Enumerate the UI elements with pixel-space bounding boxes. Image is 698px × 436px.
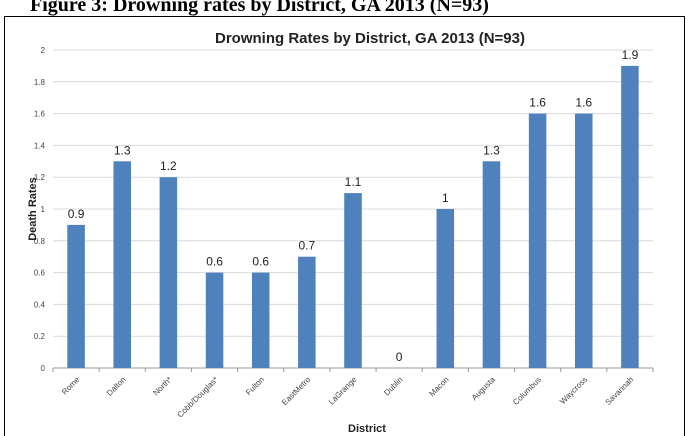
chart-title: Drowning Rates by District, GA 2013 (N=9… <box>215 30 525 47</box>
data-label: 1.3 <box>483 143 500 157</box>
bar <box>205 272 224 368</box>
y-tick-label: 0 <box>41 364 46 373</box>
data-label: 0.6 <box>252 255 269 269</box>
y-tick-label: 1.2 <box>34 173 46 182</box>
x-tick-labels: Rome Dalton North* Cobb/Douglas* Fulton EastM… <box>52 368 654 419</box>
bar <box>621 65 639 369</box>
data-labels: 0.9 1.3 1.2 0.6 0.6 0.7 1.1 0 1 1.3 1.6 1.6 1.9 <box>68 48 639 364</box>
x-tick-label: Columbus <box>511 375 543 407</box>
data-label: 1.6 <box>529 96 546 110</box>
data-label: 0 <box>396 350 403 364</box>
data-label: 0.6 <box>206 255 223 269</box>
y-tick-label: 0.4 <box>34 300 46 309</box>
y-tick-label: 1.8 <box>34 78 46 87</box>
bar <box>298 256 316 368</box>
bar <box>482 161 501 368</box>
data-label: 1.9 <box>622 48 639 62</box>
bar <box>67 224 85 368</box>
y-tick-label: 0.6 <box>34 269 46 278</box>
x-tick-label: Augusta <box>470 375 498 403</box>
y-tick-label: 1.4 <box>34 141 46 150</box>
data-label: 1.6 <box>575 96 592 110</box>
data-label: 1.1 <box>345 175 362 189</box>
y-tick-label: 1.6 <box>34 110 46 119</box>
y-tick-label: 0.2 <box>34 332 46 341</box>
data-label: 1 <box>442 191 449 205</box>
data-label: 0.7 <box>299 239 316 253</box>
x-tick-label: LaGrange <box>327 375 359 407</box>
x-tick-label: North* <box>151 375 173 397</box>
data-label: 1.3 <box>114 143 131 157</box>
x-tick-label: Dalton <box>105 375 128 398</box>
y-tick-labels: 0 0.2 0.4 0.6 0.8 1 1.2 1.4 1.6 1.8 2 <box>34 46 46 373</box>
figure-caption: Figure 3: Drowning rates by District, GA… <box>30 0 489 16</box>
x-tick-label: Macon <box>427 375 450 398</box>
y-tick-label: 0.8 <box>34 237 46 246</box>
bar <box>436 209 455 368</box>
y-tick-label: 2 <box>41 46 46 55</box>
bar <box>528 113 547 368</box>
x-tick-label: EastMetro <box>280 375 313 408</box>
bar <box>113 161 131 368</box>
x-tick-label: Fulton <box>244 375 266 397</box>
x-tick-label: Rome <box>60 375 82 397</box>
data-label: 1.2 <box>160 159 177 173</box>
x-tick-label: Savannah <box>603 375 635 407</box>
x-axis-title: District <box>348 423 386 433</box>
bar <box>251 272 270 368</box>
x-tick-label: Waycross <box>558 375 589 406</box>
bar <box>575 113 593 368</box>
y-tick-label: 1 <box>41 205 46 214</box>
y-axis-title: Death Rates <box>27 177 39 241</box>
bar <box>344 193 362 368</box>
data-label: 0.9 <box>68 207 85 221</box>
x-tick-label: Dublin <box>382 375 404 397</box>
x-tick-label: Cobb/Douglas* <box>176 375 220 419</box>
bars <box>67 65 639 369</box>
bar <box>159 177 178 368</box>
